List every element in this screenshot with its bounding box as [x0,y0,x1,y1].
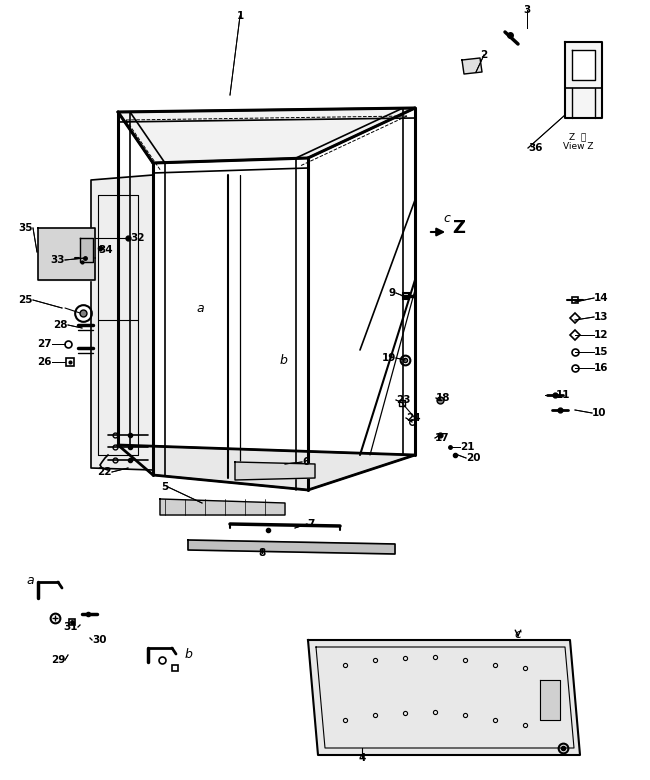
Text: 8: 8 [259,548,266,558]
Text: 6: 6 [302,457,309,467]
Text: 11: 11 [556,390,571,400]
Text: 14: 14 [594,293,608,303]
Text: 27: 27 [38,339,52,349]
Text: 20: 20 [466,453,480,463]
Text: 24: 24 [406,413,421,423]
Text: 32: 32 [130,233,144,243]
Text: Z: Z [452,219,465,237]
Polygon shape [188,540,395,554]
Text: 26: 26 [38,357,52,367]
Text: 18: 18 [436,393,450,403]
Text: 17: 17 [435,433,450,443]
Text: 7: 7 [307,519,315,529]
Text: 25: 25 [18,295,33,305]
Text: c: c [443,211,450,225]
Polygon shape [118,108,415,163]
Text: Z  視: Z 視 [569,132,586,141]
Text: a: a [196,302,204,314]
Polygon shape [118,445,415,490]
Text: 28: 28 [53,320,68,330]
Polygon shape [308,640,580,755]
Text: 1: 1 [237,11,244,21]
Text: 12: 12 [594,330,608,340]
Text: View Z: View Z [563,142,593,151]
Polygon shape [235,462,315,480]
Text: 10: 10 [592,408,606,418]
Text: 31: 31 [64,622,78,632]
Text: 35: 35 [18,223,33,233]
Text: 23: 23 [396,395,411,405]
Text: 19: 19 [382,353,396,363]
Text: 15: 15 [594,347,608,357]
Polygon shape [80,238,93,262]
Text: 2: 2 [480,50,488,60]
Text: 13: 13 [594,312,608,322]
Text: a: a [26,573,34,587]
Text: 33: 33 [51,255,65,265]
Text: 5: 5 [161,482,168,492]
Text: 30: 30 [92,635,107,645]
Text: 29: 29 [51,655,65,665]
Text: 22: 22 [98,467,112,477]
Polygon shape [160,499,285,515]
Polygon shape [38,228,95,280]
Text: 3: 3 [523,5,530,15]
Polygon shape [462,58,482,74]
Text: 21: 21 [460,442,474,452]
Text: 4: 4 [358,753,366,763]
Polygon shape [565,42,602,118]
Polygon shape [540,680,560,720]
Polygon shape [91,175,153,470]
Text: c: c [515,629,521,641]
Polygon shape [572,50,595,80]
Text: 34: 34 [98,245,112,255]
Text: b: b [184,648,192,661]
Text: b: b [279,353,287,367]
Text: 16: 16 [594,363,608,373]
Text: 36: 36 [528,143,543,153]
Text: 9: 9 [389,288,396,298]
